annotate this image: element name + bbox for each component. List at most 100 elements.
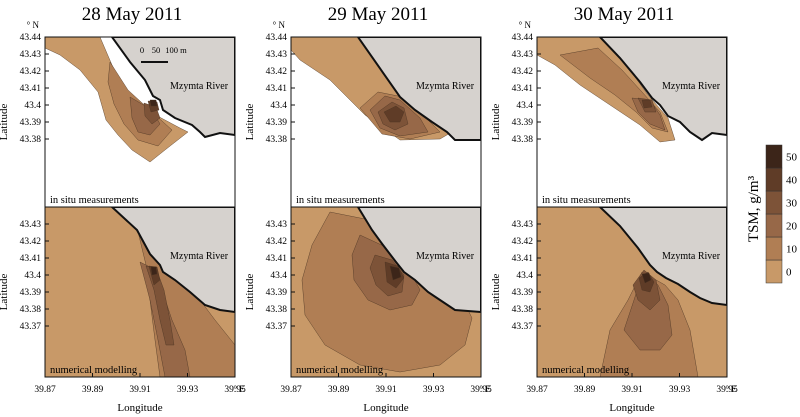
lat-tick-label: 43.42 bbox=[512, 237, 534, 247]
lon-unit-label: ° E bbox=[233, 384, 245, 394]
lat-tick-label: 43.38 bbox=[512, 305, 534, 315]
lat-tick-label: 43.41 bbox=[512, 84, 534, 94]
lat-tick-label: 43.39 bbox=[266, 118, 288, 128]
lat-tick-label: 43.39 bbox=[266, 288, 288, 298]
y-axis-label: Latitude bbox=[244, 104, 256, 141]
row-label-model-p4: numerical modelling bbox=[296, 365, 384, 376]
lon-tick-label: 39.87 bbox=[526, 385, 548, 395]
lon-tick-label: 39.95 bbox=[470, 385, 492, 395]
lon-tick-label: 39.91 bbox=[129, 385, 151, 395]
lat-tick-label: 43.42 bbox=[512, 67, 534, 77]
river-label-p5: Mzymta River bbox=[662, 251, 721, 262]
row-label-insitu-p0: in situ measurements bbox=[50, 195, 139, 206]
lon-tick-label: 39.95 bbox=[716, 385, 738, 395]
panel-28may-insitu bbox=[44, 36, 236, 208]
lat-tick-label: 43.42 bbox=[266, 67, 288, 77]
colorbar-swatches: 0 10 20 30 40 50 bbox=[765, 144, 798, 284]
lon-unit-label: ° E bbox=[725, 384, 737, 394]
lat-tick-label: 43.39 bbox=[20, 288, 42, 298]
lat-tick-label: 43.41 bbox=[266, 84, 288, 94]
river-label-p2: Mzymta River bbox=[662, 81, 721, 92]
date-title-1: 28 May 2011 bbox=[82, 4, 183, 25]
colorbar-swatch bbox=[765, 144, 783, 169]
lat-tick-label: 43.44 bbox=[266, 33, 288, 43]
lat-tick-label: 43.39 bbox=[512, 288, 534, 298]
colorbar-tick-label: 0 bbox=[786, 267, 792, 279]
lat-unit-label: ° N bbox=[27, 20, 40, 30]
lat-tick-label: 43.42 bbox=[20, 237, 42, 247]
panel-28may-model bbox=[44, 206, 236, 378]
river-label-p0: Mzymta River bbox=[170, 81, 229, 92]
lat-tick-label: 43.38 bbox=[266, 305, 288, 315]
river-label-p1: Mzymta River bbox=[416, 81, 475, 92]
lat-tick-label: 43.4 bbox=[270, 101, 287, 111]
row-label-model-p5: numerical modelling bbox=[542, 365, 630, 376]
lat-tick-label: 43.4 bbox=[24, 271, 41, 281]
date-title-3: 30 May 2011 bbox=[574, 4, 675, 25]
y-axis-label: Latitude bbox=[0, 274, 10, 311]
lat-tick-label: 43.38 bbox=[266, 135, 288, 145]
panel-30may-model bbox=[536, 206, 728, 378]
lon-unit-label: ° E bbox=[479, 384, 491, 394]
lat-tick-label: 43.38 bbox=[20, 135, 42, 145]
river-label-p3: Mzymta River bbox=[170, 251, 229, 262]
y-axis-label: Latitude bbox=[0, 104, 10, 141]
lat-tick-label: 43.42 bbox=[266, 237, 288, 247]
x-axis-label: Longitude bbox=[609, 402, 654, 414]
lat-tick-label: 43.4 bbox=[516, 101, 533, 111]
row-label-model-p3: numerical modelling bbox=[50, 365, 138, 376]
lat-tick-label: 43.43 bbox=[512, 50, 534, 60]
lat-tick-label: 43.43 bbox=[266, 50, 288, 60]
lat-tick-label: 43.39 bbox=[20, 118, 42, 128]
lat-tick-label: 43.41 bbox=[512, 254, 534, 264]
lon-tick-label: 39.91 bbox=[375, 385, 397, 395]
lon-tick-label: 39.89 bbox=[328, 385, 350, 395]
lat-tick-label: 43.44 bbox=[512, 33, 534, 43]
lon-tick-label: 39.87 bbox=[34, 385, 56, 395]
lat-tick-label: 43.43 bbox=[20, 50, 42, 60]
lon-tick-label: 39.89 bbox=[574, 385, 596, 395]
colorbar-tick-label: 50 bbox=[786, 152, 798, 164]
y-axis-label: Latitude bbox=[244, 274, 256, 311]
lon-tick-label: 39.95 bbox=[224, 385, 246, 395]
lat-unit-label: ° N bbox=[273, 20, 286, 30]
lat-unit-label: ° N bbox=[519, 20, 532, 30]
colorbar-swatch bbox=[765, 259, 783, 284]
lat-tick-label: 43.41 bbox=[20, 84, 42, 94]
x-axis-label: Longitude bbox=[363, 402, 408, 414]
colorbar-tick-label: 20 bbox=[786, 221, 798, 233]
date-title-2: 29 May 2011 bbox=[328, 4, 429, 25]
lat-tick-label: 43.38 bbox=[20, 305, 42, 315]
lat-tick-label: 43.43 bbox=[266, 220, 288, 230]
y-axis-label: Latitude bbox=[490, 104, 502, 141]
row-label-insitu-p2: in situ measurements bbox=[542, 195, 631, 206]
colorbar-swatch bbox=[765, 236, 783, 261]
lon-tick-label: 39.91 bbox=[621, 385, 643, 395]
scale-bar-tick-100: 100 m bbox=[165, 45, 187, 55]
lat-tick-label: 43.38 bbox=[512, 135, 534, 145]
colorbar-tick-label: 40 bbox=[786, 175, 798, 187]
colorbar-swatch bbox=[765, 190, 783, 215]
lon-tick-label: 39.87 bbox=[280, 385, 302, 395]
colorbar: 0 10 20 30 40 50 TSM, g/m³ bbox=[746, 144, 798, 284]
colorbar-tick-label: 30 bbox=[786, 198, 798, 210]
scale-bar-tick-50: 50 bbox=[152, 45, 161, 55]
lat-tick-label: 43.4 bbox=[24, 101, 41, 111]
lat-tick-label: 43.37 bbox=[266, 322, 288, 332]
colorbar-swatch bbox=[765, 213, 783, 238]
axes: 43.44 43.43 43.42 43.41 43.4 43.39 43.38 43.43 4… bbox=[0, 20, 738, 414]
panel-30may-insitu bbox=[536, 36, 728, 208]
lat-tick-label: 43.37 bbox=[20, 322, 42, 332]
colorbar-tick-label: 10 bbox=[786, 244, 798, 256]
lat-tick-label: 43.41 bbox=[20, 254, 42, 264]
colorbar-title: TSM, g/m³ bbox=[746, 175, 762, 242]
panel-29may-insitu bbox=[290, 36, 482, 208]
lat-tick-label: 43.39 bbox=[512, 118, 534, 128]
lat-tick-label: 43.43 bbox=[20, 220, 42, 230]
lat-tick-label: 43.37 bbox=[512, 322, 534, 332]
lat-tick-label: 43.44 bbox=[20, 33, 42, 43]
lon-tick-label: 39.89 bbox=[82, 385, 104, 395]
y-axis-label: Latitude bbox=[490, 274, 502, 311]
scale-bar-tick-0: 0 bbox=[140, 45, 144, 55]
